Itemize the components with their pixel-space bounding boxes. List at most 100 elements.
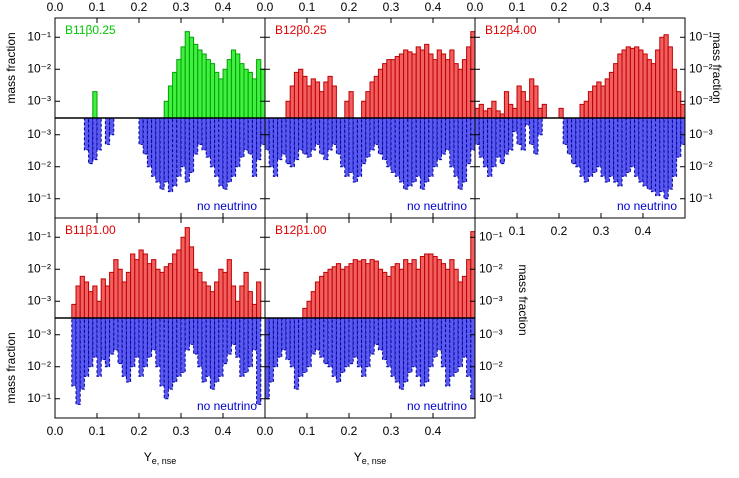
bar-lower: [587, 117, 594, 177]
bar-lower: [285, 117, 291, 165]
bar-lower: [163, 317, 169, 400]
x-tick-label: 0.1: [89, 424, 106, 438]
bar: [344, 100, 350, 119]
bar: [348, 91, 354, 119]
y-tick-label: 10⁻¹: [27, 191, 51, 205]
bar: [398, 268, 405, 319]
bar: [407, 51, 413, 119]
bar: [520, 91, 526, 119]
bar-lower: [659, 117, 665, 193]
bar-lower: [319, 117, 325, 155]
bar: [415, 268, 421, 319]
x-tick-label: 0.2: [341, 424, 358, 438]
bar: [193, 268, 199, 319]
bar: [592, 85, 598, 119]
bar: [218, 78, 224, 119]
x-axis-label-sub: e, nse: [362, 456, 387, 466]
bar-lower: [268, 317, 274, 383]
x-tick-label: 0.2: [551, 0, 568, 14]
bar-lower: [281, 117, 287, 155]
bar: [209, 291, 216, 319]
bar-lower: [667, 117, 673, 190]
bar-lower: [617, 117, 623, 187]
bar-lower: [466, 317, 472, 377]
bar: [125, 271, 132, 319]
bar: [495, 110, 501, 119]
annotation: no neutrino: [197, 199, 257, 213]
bar-lower: [201, 317, 207, 383]
bar: [239, 63, 245, 119]
bar: [151, 259, 157, 319]
x-tick-label: 0.0: [257, 424, 274, 438]
bar-lower: [230, 317, 237, 345]
bar-lower: [424, 117, 430, 183]
bar-lower: [146, 317, 153, 358]
bar: [306, 300, 312, 319]
bar: [386, 59, 392, 119]
bar-lower: [151, 117, 157, 177]
y-tick-label: 10⁻²: [689, 61, 713, 75]
bar-lower: [104, 117, 111, 145]
bar-lower: [424, 317, 430, 383]
bar-lower: [310, 117, 316, 151]
bar: [482, 110, 489, 119]
bar-lower: [138, 117, 144, 145]
x-tick-label: 0.1: [89, 0, 106, 14]
bar-lower: [92, 117, 98, 161]
bar-lower: [319, 317, 325, 358]
bar: [100, 278, 106, 319]
bar: [130, 253, 136, 319]
bar-lower: [634, 117, 640, 177]
bar-lower: [197, 117, 203, 145]
y-tick-label: 10⁻²: [479, 359, 503, 373]
bar: [298, 68, 304, 119]
bar: [256, 281, 262, 319]
bar-lower: [209, 117, 216, 168]
bar-lower: [83, 317, 90, 377]
bar-lower: [327, 317, 333, 368]
bar: [365, 263, 371, 319]
bar: [474, 107, 480, 119]
bar-lower: [407, 317, 413, 373]
bar-lower: [369, 117, 375, 151]
bar-lower: [100, 317, 106, 361]
bar: [302, 75, 308, 119]
bar: [214, 71, 220, 119]
bar-lower: [671, 117, 678, 177]
bar: [184, 31, 190, 119]
bar: [503, 91, 510, 119]
bar: [508, 103, 514, 119]
y-tick-label: 10⁻³: [689, 127, 713, 141]
bar-lower: [344, 117, 350, 177]
bar-lower: [92, 317, 98, 358]
bar-lower: [340, 117, 346, 168]
y-tick-label: 10⁻¹: [27, 229, 51, 243]
bar-lower: [222, 317, 228, 365]
bar-lower: [298, 317, 304, 377]
bar: [117, 268, 123, 319]
bar-lower: [390, 317, 396, 377]
bar: [243, 68, 249, 119]
x-tick-label: 0.2: [131, 0, 148, 14]
bar: [428, 53, 434, 119]
x-axis-label-main: Y: [354, 450, 362, 464]
x-axis-label-sub: e, nse: [152, 456, 177, 466]
bar: [583, 100, 589, 119]
bar: [314, 81, 321, 119]
bar: [440, 263, 447, 319]
bar-lower: [176, 117, 182, 177]
bar-lower: [457, 117, 463, 190]
bar-lower: [361, 317, 367, 377]
bar-lower: [201, 117, 207, 151]
bar-lower: [457, 317, 463, 368]
bar: [445, 59, 451, 119]
bar: [461, 275, 468, 319]
bar-lower: [226, 317, 232, 355]
bar-lower: [83, 117, 90, 151]
bar-lower: [428, 117, 434, 177]
x-tick-label: 0.0: [47, 0, 64, 14]
bar: [319, 275, 325, 319]
bar-lower: [512, 117, 518, 133]
bar: [512, 107, 518, 119]
bar-lower: [130, 317, 136, 368]
